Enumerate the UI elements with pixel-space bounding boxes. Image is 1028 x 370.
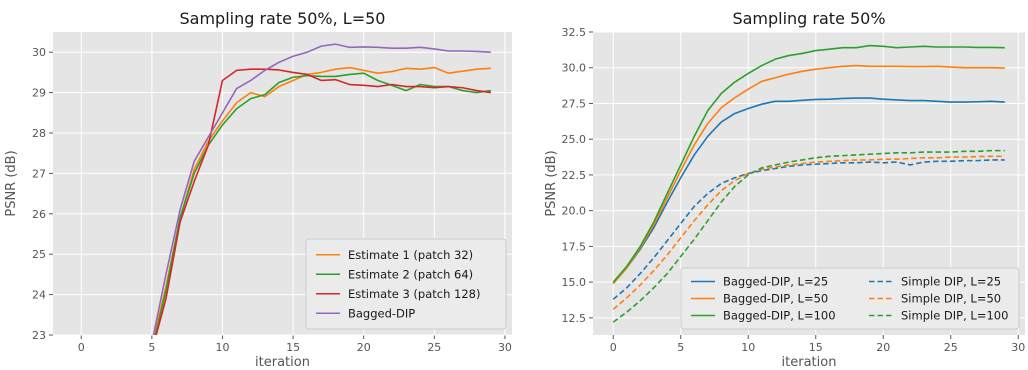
y-tick-label: 27 (32, 167, 46, 180)
y-axis-label: PSNR (dB) (4, 150, 19, 216)
x-tick-label: 0 (610, 341, 617, 354)
y-tick-label: 25.0 (562, 133, 587, 146)
y-tick-label: 29 (32, 87, 46, 100)
series-line (155, 68, 491, 335)
y-tick-label: 25 (32, 248, 46, 261)
legend-label: Simple DIP, L=50 (901, 292, 1001, 306)
series-line (612, 97, 1005, 285)
legend: Estimate 1 (patch 32) Estimate 2 (patch 6… (305, 238, 507, 330)
legend-label: Simple DIP, L=100 (901, 309, 1008, 323)
x-axis-label: iteration (255, 355, 310, 370)
series-group (612, 44, 1005, 323)
legend-label: Estimate 1 (patch 32) (348, 248, 473, 262)
y-axis-label: PSNR (dB) (544, 150, 559, 216)
legend: Bagged-DIP, L=25 Bagged-DIP, L=50 Bagged-D… (680, 267, 1020, 330)
x-tick-label: 25 (427, 341, 441, 354)
x-tick-label: 5 (148, 341, 155, 354)
x-tick-label: 30 (1011, 341, 1025, 354)
series-line (612, 155, 1005, 310)
y-tick-label: 26 (32, 208, 46, 221)
x-tick-label: 5 (677, 341, 684, 354)
legend-label: Bagged-DIP, L=50 (723, 292, 828, 306)
x-tick-label: 15 (809, 341, 823, 354)
y-tick-label: 20.0 (562, 205, 587, 218)
y-tick-label: 23 (32, 329, 46, 342)
x-tick-label: 20 (876, 341, 890, 354)
series-line (612, 149, 1005, 323)
legend-box (305, 238, 507, 330)
y-tick-label: 30 (32, 46, 46, 59)
series-line (152, 43, 491, 335)
series-line (612, 64, 1005, 285)
legend-label: Estimate 3 (patch 128) (348, 287, 480, 301)
y-tick-label: 12.5 (562, 312, 587, 325)
series-line (153, 66, 491, 335)
series-group (152, 43, 491, 335)
y-tick-label: 27.5 (562, 97, 587, 110)
y-tick-label: 30.0 (562, 62, 587, 75)
chart-right: 0 5 10 15 20 25 30 12.5 15.0 17.5 20.0 22.5 25.0 27.5… (544, 9, 1025, 370)
x-axis-label: iteration (782, 355, 837, 370)
legend-label: Simple DIP, L=25 (901, 275, 1001, 289)
legend-label: Bagged-DIP, L=25 (723, 275, 828, 289)
y-tick-label: 22.5 (562, 169, 587, 182)
series-line (612, 159, 1005, 300)
chart-title: Sampling rate 50% (732, 9, 885, 28)
y-tick-label: 17.5 (562, 240, 587, 253)
legend-label: Estimate 2 (patch 64) (348, 267, 473, 281)
x-tick-label: 10 (215, 341, 229, 354)
x-tick-label: 30 (498, 341, 512, 354)
x-tick-label: 10 (741, 341, 755, 354)
y-tick-label: 24 (32, 289, 46, 302)
chart-title: Sampling rate 50%, L=50 (180, 9, 386, 28)
y-tick-label: 32.5 (562, 26, 587, 39)
legend-box (680, 267, 1020, 330)
y-tick-label: 28 (32, 127, 46, 140)
series-line (612, 44, 1005, 283)
x-tick-label: 0 (78, 341, 85, 354)
x-tick-label: 20 (357, 341, 371, 354)
legend-label: Bagged-DIP (348, 306, 415, 320)
y-tick-label: 15.0 (562, 276, 587, 289)
x-tick-label: 25 (944, 341, 958, 354)
legend-label: Bagged-DIP, L=100 (723, 309, 836, 323)
chart-left: 0 5 10 15 20 25 30 23 24 25 26 27 28 29 30 Sampling rat… (4, 9, 512, 370)
x-tick-label: 15 (286, 341, 300, 354)
